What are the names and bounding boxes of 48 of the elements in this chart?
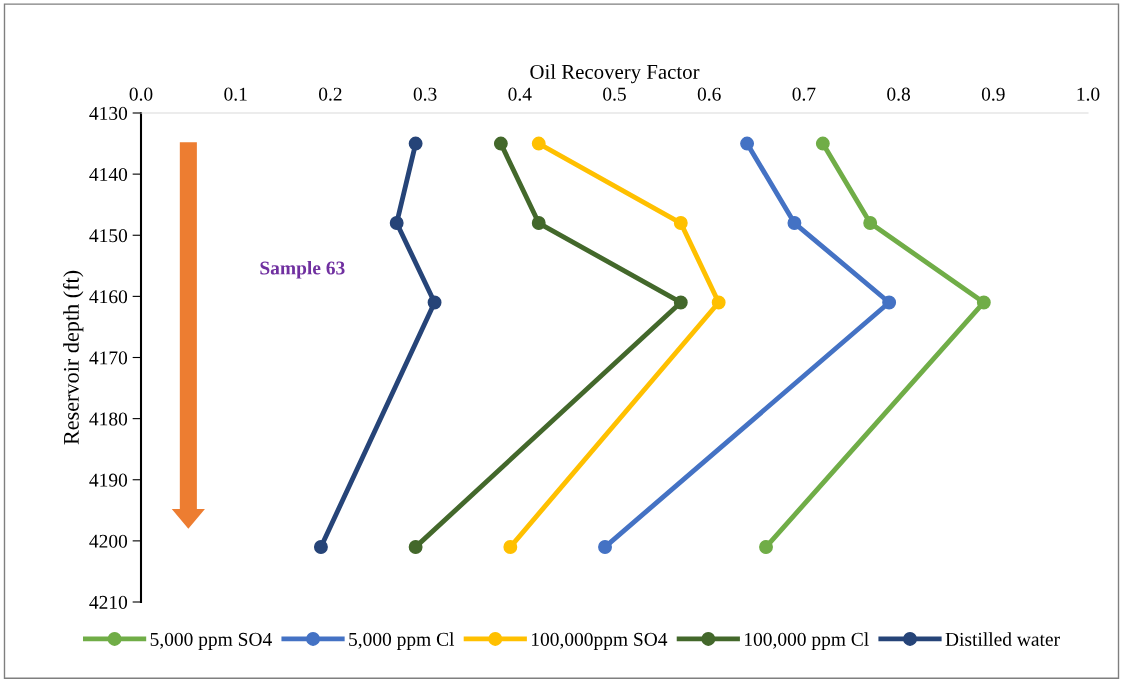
point (759, 540, 773, 554)
x-tick-label: 0.8 (887, 87, 911, 101)
point (740, 136, 755, 151)
y-tick-label: 4140 (89, 167, 128, 182)
point (408, 136, 423, 151)
point (408, 540, 423, 554)
y-tick-label: 4150 (89, 229, 128, 243)
x-tick-label: 0.5 (603, 87, 626, 101)
legend-label: 100,000ppm SO4 (532, 632, 668, 650)
y-axis-title: Reservoir depth (ft) (62, 270, 84, 445)
y-tick-label: 4200 (89, 534, 128, 548)
x-tick-label: 1.0 (1077, 87, 1100, 101)
point (673, 216, 688, 230)
y-tick-label: 4170 (89, 351, 128, 365)
point (673, 295, 688, 310)
y-tick-label: 4180 (89, 412, 128, 426)
point (493, 136, 508, 151)
x-tick-label: 0.6 (697, 87, 721, 101)
legend-label: 100,000 ppm Cl (745, 632, 869, 650)
x-tick-label: 0.4 (508, 87, 532, 101)
point (787, 216, 802, 230)
point (815, 136, 830, 151)
x-tick-label: 0.3 (413, 87, 437, 101)
point (976, 295, 991, 310)
x-axis-title: Oil Recovery Factor (530, 64, 700, 84)
legend-label: 5,000 ppm Cl (349, 632, 455, 650)
point (882, 295, 897, 310)
x-tick-label: 0.9 (981, 87, 1005, 101)
x-tick-label: 0.1 (224, 87, 247, 101)
point (598, 540, 612, 554)
point (531, 216, 546, 230)
y-tick-label: 4210 (89, 595, 128, 609)
legend-label: 5,000 ppm SO4 (150, 632, 272, 650)
y-tick-label: 4130 (89, 106, 128, 120)
legend-label: Distilled water (945, 632, 1060, 646)
point (313, 540, 328, 554)
x-tick-label: 0.2 (318, 87, 342, 101)
point (711, 295, 726, 310)
point (427, 295, 442, 310)
point (531, 136, 546, 151)
point (389, 216, 404, 230)
annotation: Sample 63 (260, 260, 345, 279)
x-tick-label: 0.7 (792, 87, 816, 101)
x-tick-label: 0.0 (129, 87, 153, 101)
point (503, 540, 518, 554)
point (863, 216, 878, 230)
y-tick-label: 4190 (89, 473, 128, 487)
y-tick-label: 4160 (89, 290, 128, 304)
